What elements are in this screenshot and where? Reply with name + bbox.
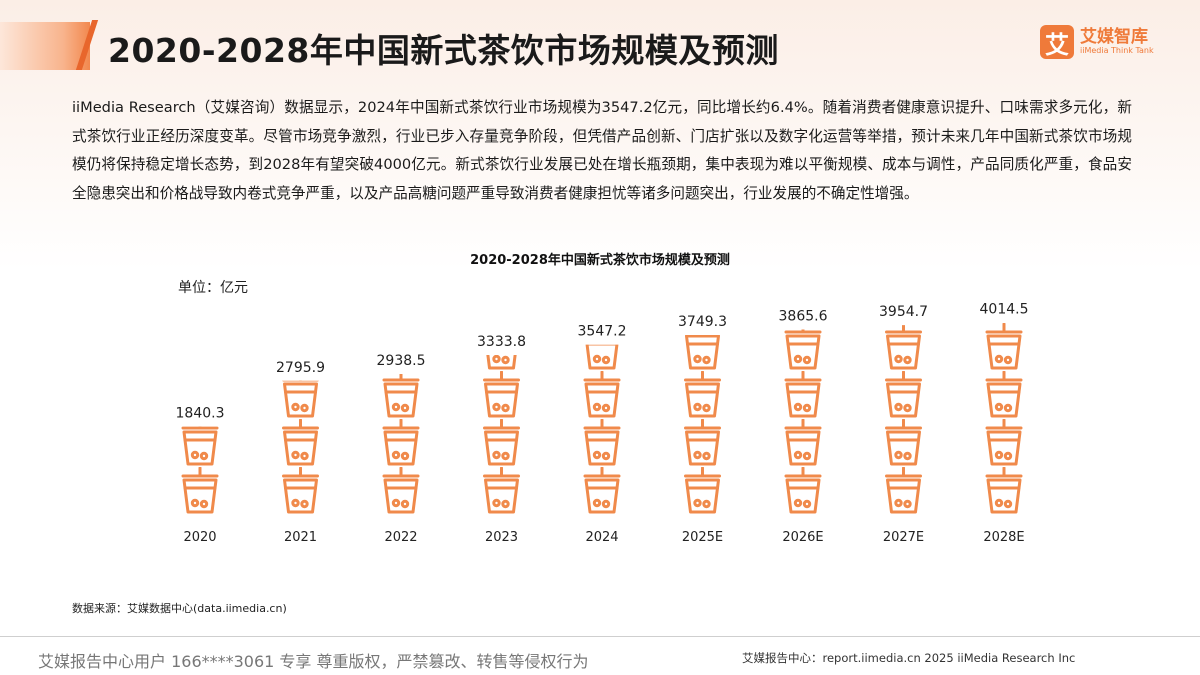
data-label: 3954.7 [879, 304, 928, 320]
footer-copyright-notice: 艾媒报告中心用户 166****3061 专享 尊重版权，严禁篡改、转售等侵权行… [38, 652, 589, 671]
milk-tea-cup-icon [985, 323, 1023, 370]
milk-tea-cup-icon [784, 371, 822, 418]
iimedia-logo: 艾 艾媒智库 iiMedia Think Tank [1040, 25, 1154, 59]
data-label: 3865.6 [779, 308, 828, 324]
milk-tea-cup-icon [885, 467, 922, 514]
logo-mark-icon: 艾 [1040, 25, 1074, 59]
category-label: 2025E [682, 530, 723, 545]
category-label: 2022 [384, 530, 417, 545]
milk-tea-cup-icon [382, 419, 420, 466]
milk-tea-cup-icon [483, 371, 520, 418]
bar-2028E [985, 323, 1023, 514]
page-title: 2020-2028年中国新式茶饮市场规模及预测 [108, 31, 779, 70]
bar-2022 [382, 373, 420, 514]
milk-tea-cup-icon [282, 467, 319, 514]
bar-2023 [483, 354, 520, 514]
chart-unit-label: 单位：亿元 [178, 280, 248, 296]
category-label: 2027E [883, 530, 924, 545]
milk-tea-cup-icon-partial [181, 426, 219, 466]
milk-tea-cup-icon [583, 371, 621, 418]
category-label: 2023 [485, 530, 518, 545]
footer-site-info: 艾媒报告中心：report.iimedia.cn 2025 iiMedia Re… [742, 651, 1076, 665]
title-accent-bar [0, 22, 90, 70]
milk-tea-cup-icon-partial [382, 373, 420, 418]
bar-2024 [583, 344, 621, 514]
milk-tea-cup-icon [985, 467, 1023, 514]
data-label: 4014.5 [980, 301, 1029, 317]
chart-title: 2020-2028年中国新式茶饮市场规模及预测 [470, 253, 730, 268]
logo-name-cn: 艾媒智库 [1080, 26, 1148, 47]
milk-tea-cup-icon [784, 467, 822, 514]
data-label: 3547.2 [578, 324, 627, 340]
milk-tea-cup-icon [583, 467, 621, 514]
data-label: 2938.5 [377, 353, 426, 369]
milk-tea-cup-icon-partial [885, 325, 922, 370]
milk-tea-cup-icon [885, 371, 922, 418]
milk-tea-cup-icon [483, 467, 520, 514]
milk-tea-cup-icon [684, 419, 721, 466]
category-label: 2020 [183, 530, 216, 545]
category-label: 2021 [284, 530, 317, 545]
bar-2020 [181, 426, 219, 514]
milk-tea-cup-icon-partial [282, 380, 319, 418]
bar-2021 [282, 380, 319, 514]
logo-name-en: iiMedia Think Tank [1080, 45, 1154, 55]
data-label: 2795.9 [276, 360, 325, 376]
bar-2025E [684, 335, 721, 514]
footer-divider [0, 636, 1200, 637]
milk-tea-cup-icon [684, 371, 721, 418]
milk-tea-cup-icon [483, 419, 520, 466]
data-label: 3333.8 [477, 334, 526, 350]
milk-tea-cup-icon [784, 419, 822, 466]
milk-tea-cup-icon [985, 371, 1023, 418]
milk-tea-cup-icon [583, 419, 621, 466]
data-label: 1840.3 [176, 406, 225, 422]
milk-tea-cup-icon [382, 467, 420, 514]
category-label: 2026E [782, 530, 823, 545]
data-source: 数据来源：艾媒数据中心(data.iimedia.cn) [72, 602, 287, 615]
milk-tea-cup-icon [885, 419, 922, 466]
bar-2027E [885, 325, 922, 514]
data-label: 3749.3 [678, 314, 727, 330]
milk-tea-cup-icon [181, 467, 219, 514]
summary-paragraph: iiMedia Research（艾媒咨询）数据显示，2024年中国新式茶饮行业… [72, 99, 1132, 202]
milk-tea-cup-icon [282, 419, 319, 466]
category-label: 2024 [585, 530, 618, 545]
category-label: 2028E [983, 530, 1024, 545]
milk-tea-cup-icon-partial [685, 335, 720, 370]
milk-tea-cup-icon [985, 419, 1023, 466]
milk-tea-cup-icon [684, 467, 721, 514]
milk-tea-cup-icon-partial [486, 354, 517, 370]
bar-2026E [784, 329, 822, 514]
pictorial-bar-chart: 1840.3 2020 2795.9 2021 2938.5 2022 3333.8 2023… [176, 301, 1029, 545]
milk-tea-cup-icon-partial [585, 344, 619, 370]
milk-tea-cup-icon-partial [784, 329, 822, 370]
